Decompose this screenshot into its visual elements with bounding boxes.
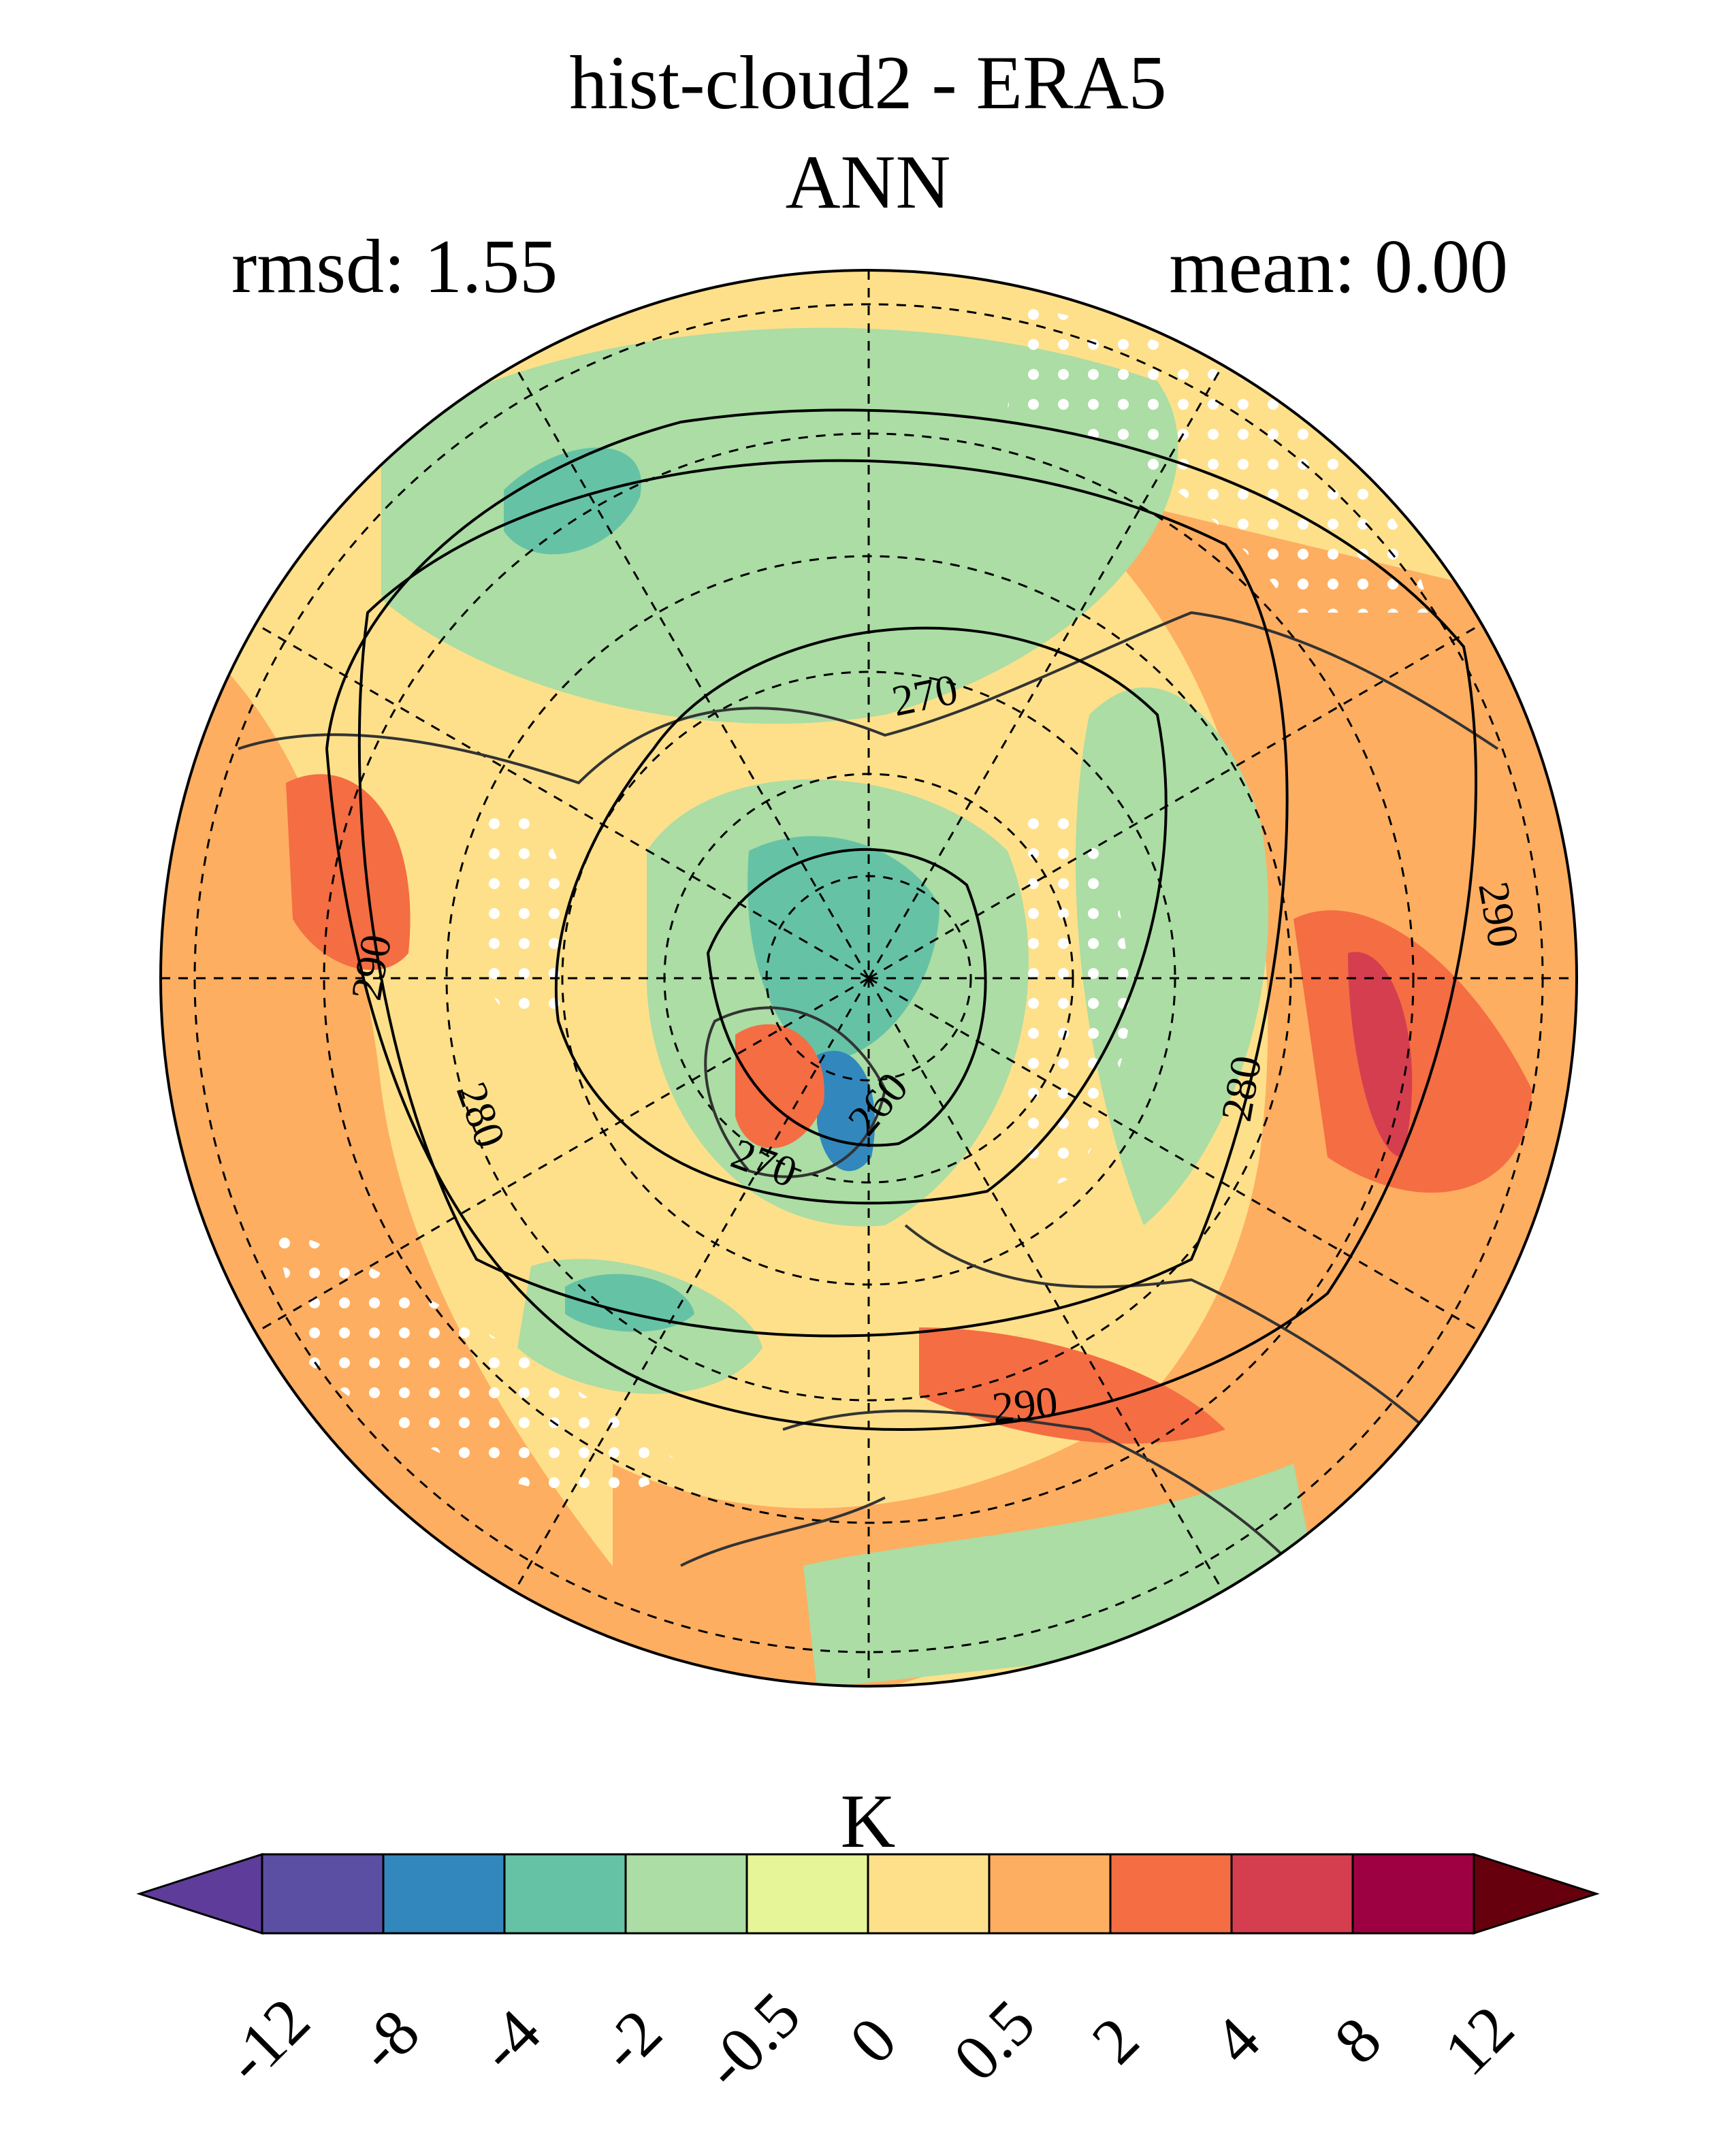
- contour-label: 290: [990, 1377, 1060, 1432]
- coastline: [704, 1006, 887, 1178]
- colorbar-extend-high: [1473, 1852, 1600, 1935]
- stipple-pacific: [1008, 306, 1430, 613]
- meridian-line: [255, 977, 869, 1334]
- stipple-canada: [477, 808, 573, 1024]
- meridian-line: [255, 623, 869, 980]
- mean-label: mean: 0.00: [1169, 225, 1508, 309]
- colorbar-box: [382, 1853, 506, 1935]
- colorbar-tick-label: -12: [210, 1984, 323, 2097]
- warm-band-east: [885, 477, 1577, 1686]
- colorbar-extend-low: [136, 1852, 263, 1935]
- contour-290: [325, 408, 1477, 1431]
- colorbar-tick-label: -8: [343, 1995, 433, 2085]
- colorbar-box: [988, 1853, 1112, 1935]
- stipple-atlantic: [272, 1225, 681, 1495]
- season-subtitle: ANN: [785, 140, 951, 225]
- colorbar-tick-label: 4: [1199, 2003, 1274, 2078]
- hot-tibet: [1348, 952, 1413, 1157]
- hot-europe: [919, 1327, 1225, 1444]
- cool-teal-pacific: [504, 447, 641, 555]
- meridian-line: [867, 365, 1224, 979]
- contour-270: [554, 626, 1168, 1205]
- meridian-line: [868, 977, 1482, 1334]
- colorbar-tick-label: -4: [464, 1995, 554, 2085]
- colorbar-tick-label: 0: [835, 2003, 910, 2078]
- contour-label: 280: [1212, 1052, 1271, 1125]
- contour-label: 290: [342, 931, 401, 1004]
- colorbar-tick-label: 8: [1320, 2003, 1395, 2078]
- cool-teal-arctic: [748, 836, 939, 1062]
- colorbar-box: [745, 1853, 869, 1935]
- colorbar-box: [624, 1853, 748, 1935]
- colorbar-tick-label: 0.5: [939, 1986, 1049, 2095]
- meridian-line: [513, 978, 870, 1592]
- contour-280: [357, 459, 1289, 1338]
- contour-label: 290: [1469, 878, 1528, 951]
- map-border: [159, 269, 1578, 1688]
- contour-260: [706, 848, 987, 1147]
- coastline: [904, 1224, 1465, 1465]
- latitude-line: [323, 432, 1415, 1524]
- colorbar-tick-label: 12: [1430, 1991, 1528, 2089]
- colorbar-box: [1230, 1853, 1354, 1935]
- colorbar-box: [503, 1853, 627, 1935]
- hot-north-america: [286, 774, 411, 970]
- colorbar-tick-label: 2: [1078, 2003, 1153, 2078]
- colorbar-box: [1109, 1853, 1233, 1935]
- colorbar-box: [261, 1853, 385, 1935]
- coastline: [680, 1496, 886, 1567]
- chart-title: hist-cloud2 - ERA5: [569, 41, 1167, 125]
- colorbar-box: [1351, 1853, 1475, 1935]
- colorbar-box: [867, 1853, 991, 1935]
- coastline: [782, 1409, 1295, 1567]
- colorbar-unit: K: [840, 1779, 896, 1864]
- colorbar-tick-label: -2: [585, 1995, 675, 2085]
- meridian-line: [868, 623, 1482, 980]
- stipple-siberia: [1021, 810, 1130, 1184]
- coastline: [238, 611, 1499, 785]
- cool-teal-atlantic: [565, 1274, 694, 1332]
- meridian-line: [513, 365, 870, 979]
- rmsd-label: rmsd: 1.55: [231, 225, 558, 309]
- colorbar-tick-label: -0.5: [689, 1978, 814, 2102]
- cool-siberia: [1075, 687, 1269, 1225]
- meridian-line: [867, 978, 1224, 1592]
- cool-north-pacific: [381, 327, 1178, 724]
